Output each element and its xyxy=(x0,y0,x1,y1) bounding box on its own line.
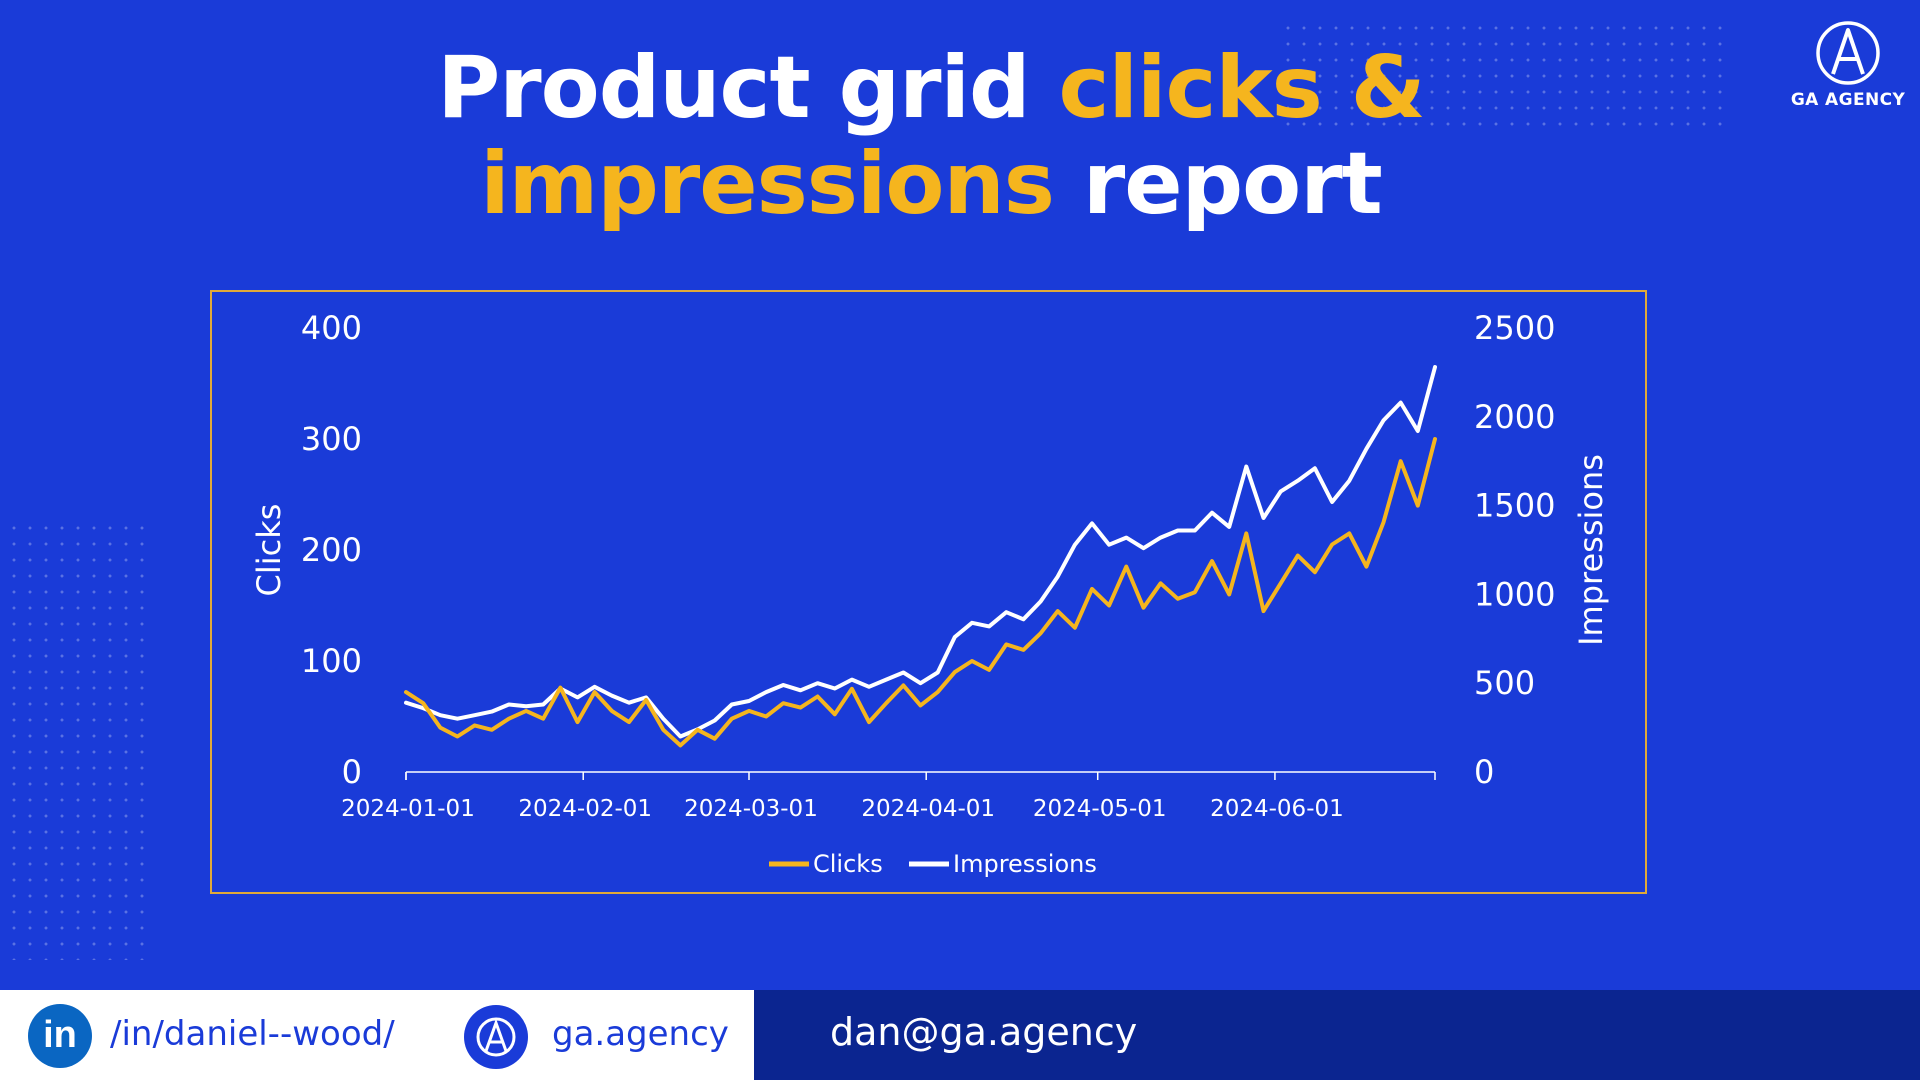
linkedin-icon-label: in xyxy=(43,1014,77,1056)
y2-tick-label: 1000 xyxy=(1474,575,1555,613)
x-tick-label: 2024-02-01 xyxy=(518,796,652,822)
ga-monogram-icon xyxy=(1816,21,1880,85)
y-axis-label-impressions: Impressions xyxy=(1572,454,1610,646)
linkedin-icon[interactable]: in xyxy=(28,1004,92,1068)
ga-monogram-small-icon xyxy=(476,1017,516,1057)
legend-label-clicks: Clicks xyxy=(813,850,883,878)
x-tick-label: 2024-01-01 xyxy=(341,796,475,822)
y2-tick-label: 2500 xyxy=(1474,309,1555,347)
x-tick-label: 2024-05-01 xyxy=(1033,796,1167,822)
chart-legend: Clicks Impressions xyxy=(769,850,1097,878)
series-line-clicks xyxy=(404,437,1437,748)
chart-frame: 0 100 200 300 400 0 500 1000 1500 2000 2500 2024-… xyxy=(210,290,1647,894)
y2-tick-label: 2000 xyxy=(1474,398,1555,436)
y-tick-label: 300 xyxy=(301,420,362,458)
linkedin-handle-link[interactable]: /in/daniel--wood/ xyxy=(110,1014,395,1054)
website-link[interactable]: ga.agency xyxy=(552,1014,729,1054)
email-link[interactable]: dan@ga.agency xyxy=(830,1010,1138,1054)
title-part-1: Product grid xyxy=(437,38,1059,138)
y-tick-label: 100 xyxy=(301,642,362,680)
x-tick-label: 2024-03-01 xyxy=(684,796,818,822)
y-tick-label: 400 xyxy=(301,309,362,347)
series-line-impressions xyxy=(404,365,1437,739)
brand-logo-text: GA AGENCY xyxy=(1790,90,1906,110)
dot-pattern-top-right xyxy=(1280,20,1730,130)
dual-axis-line-chart: 0 100 200 300 400 0 500 1000 1500 2000 2500 2024-… xyxy=(250,309,1610,878)
footer-left-panel xyxy=(0,990,754,1080)
title-part-4: report xyxy=(1053,134,1383,234)
y-tick-label: 0 xyxy=(342,753,362,791)
footer-right-panel xyxy=(754,990,1920,1080)
y-axis-label-clicks: Clicks xyxy=(250,504,288,597)
x-tick-label: 2024-06-01 xyxy=(1210,796,1344,822)
x-tick-label: 2024-04-01 xyxy=(861,796,995,822)
title-part-2: clicks & xyxy=(1058,38,1426,138)
ga-website-icon xyxy=(464,1005,528,1069)
y2-tick-label: 0 xyxy=(1474,753,1494,791)
brand-logo: GA AGENCY xyxy=(1778,18,1918,110)
dot-pattern-bottom-left xyxy=(6,520,146,960)
page-title: Product grid clicks & impressions report xyxy=(0,40,1862,232)
y2-tick-label: 1500 xyxy=(1474,487,1555,525)
legend-label-impressions: Impressions xyxy=(953,850,1097,878)
y2-tick-label: 500 xyxy=(1474,664,1535,702)
y-tick-label: 200 xyxy=(301,531,362,569)
title-part-3: impressions xyxy=(480,134,1055,234)
